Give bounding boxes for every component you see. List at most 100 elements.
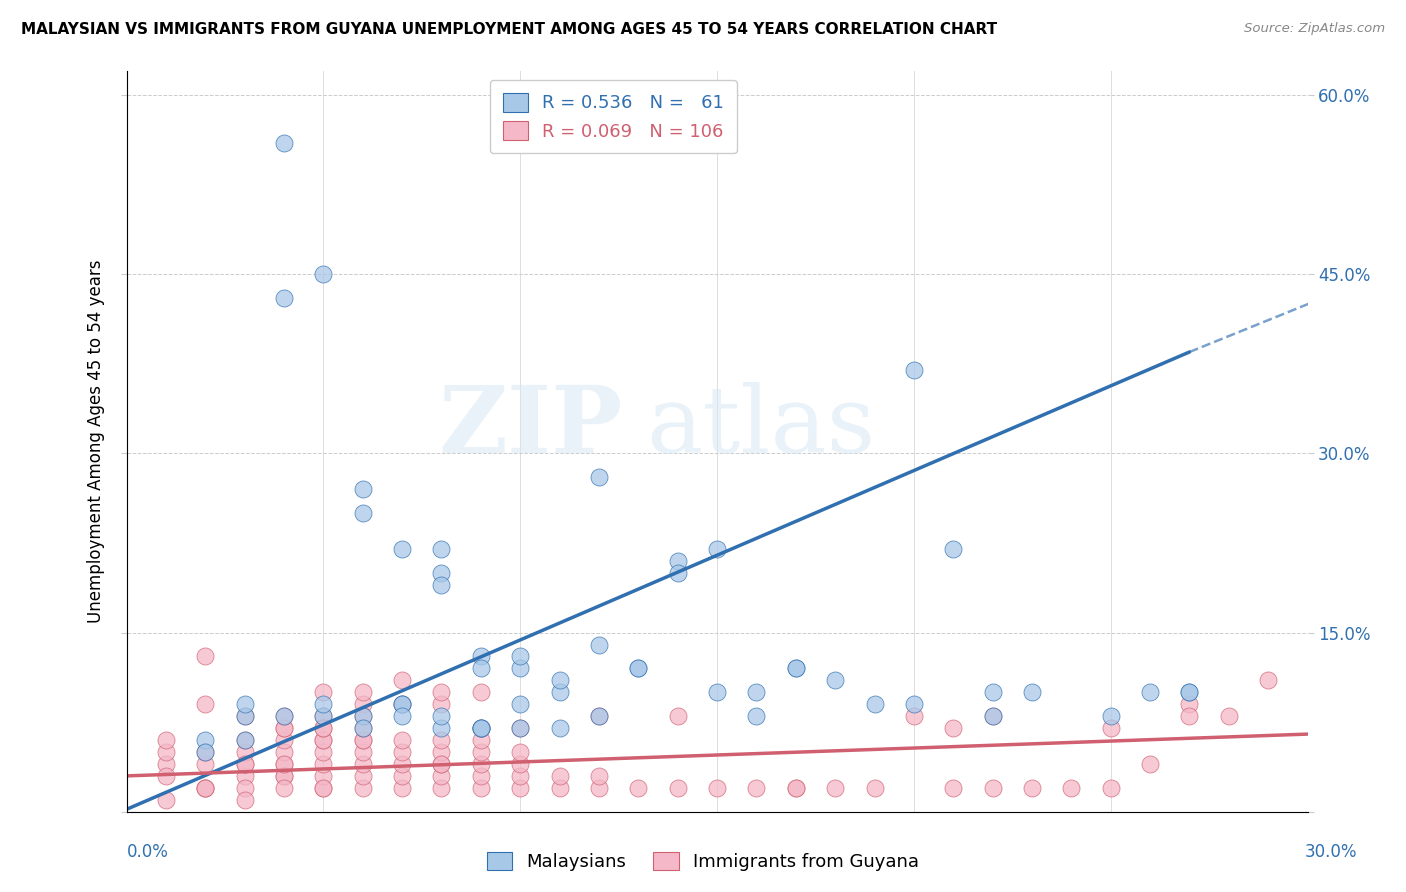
Point <box>666 709 689 723</box>
Point <box>352 733 374 747</box>
Point <box>312 268 335 282</box>
Point <box>470 733 492 747</box>
Point <box>273 756 295 771</box>
Y-axis label: Unemployment Among Ages 45 to 54 years: Unemployment Among Ages 45 to 54 years <box>87 260 105 624</box>
Point <box>430 566 453 580</box>
Point <box>194 745 217 759</box>
Point <box>1178 685 1201 699</box>
Point <box>273 136 295 150</box>
Point <box>430 721 453 735</box>
Point <box>312 745 335 759</box>
Point <box>312 780 335 795</box>
Point <box>233 745 256 759</box>
Point <box>588 638 610 652</box>
Point <box>194 649 217 664</box>
Point <box>194 780 217 795</box>
Point <box>155 756 177 771</box>
Point <box>627 780 650 795</box>
Point <box>509 698 531 712</box>
Point <box>233 793 256 807</box>
Point <box>352 780 374 795</box>
Point <box>312 756 335 771</box>
Point <box>824 673 846 688</box>
Point <box>352 698 374 712</box>
Point <box>942 721 965 735</box>
Point <box>430 541 453 556</box>
Point <box>155 745 177 759</box>
Point <box>1099 780 1122 795</box>
Point <box>391 756 413 771</box>
Text: MALAYSIAN VS IMMIGRANTS FROM GUYANA UNEMPLOYMENT AMONG AGES 45 TO 54 YEARS CORRE: MALAYSIAN VS IMMIGRANTS FROM GUYANA UNEM… <box>21 22 997 37</box>
Point <box>352 733 374 747</box>
Point <box>312 698 335 712</box>
Point <box>391 698 413 712</box>
Point <box>430 745 453 759</box>
Point <box>509 661 531 675</box>
Point <box>391 541 413 556</box>
Point <box>706 685 728 699</box>
Text: ZIP: ZIP <box>439 382 623 472</box>
Point <box>430 709 453 723</box>
Point <box>312 709 335 723</box>
Point <box>942 541 965 556</box>
Point <box>273 721 295 735</box>
Point <box>1060 780 1083 795</box>
Point <box>312 721 335 735</box>
Point <box>1099 709 1122 723</box>
Point <box>785 780 807 795</box>
Legend: Malaysians, Immigrants from Guyana: Malaysians, Immigrants from Guyana <box>479 845 927 879</box>
Point <box>548 769 571 783</box>
Point <box>1139 756 1161 771</box>
Point <box>981 709 1004 723</box>
Point <box>352 745 374 759</box>
Point <box>470 721 492 735</box>
Point <box>352 721 374 735</box>
Point <box>548 780 571 795</box>
Point <box>194 733 217 747</box>
Point <box>391 673 413 688</box>
Point <box>352 756 374 771</box>
Point <box>509 780 531 795</box>
Legend: R = 0.536   N =   61, R = 0.069   N = 106: R = 0.536 N = 61, R = 0.069 N = 106 <box>489 80 737 153</box>
Point <box>430 698 453 712</box>
Point <box>470 745 492 759</box>
Point <box>430 780 453 795</box>
Point <box>1257 673 1279 688</box>
Text: atlas: atlas <box>647 382 876 472</box>
Point <box>981 685 1004 699</box>
Point <box>233 756 256 771</box>
Point <box>903 698 925 712</box>
Point <box>666 554 689 568</box>
Point <box>863 780 886 795</box>
Point <box>155 733 177 747</box>
Point <box>903 363 925 377</box>
Point <box>312 685 335 699</box>
Point <box>509 649 531 664</box>
Point <box>233 709 256 723</box>
Point <box>391 698 413 712</box>
Point <box>273 745 295 759</box>
Point <box>391 709 413 723</box>
Point <box>391 698 413 712</box>
Point <box>430 733 453 747</box>
Point <box>509 721 531 735</box>
Point <box>1099 721 1122 735</box>
Point <box>470 685 492 699</box>
Point <box>273 769 295 783</box>
Point <box>588 709 610 723</box>
Point <box>666 566 689 580</box>
Point <box>430 578 453 592</box>
Point <box>470 721 492 735</box>
Point <box>273 709 295 723</box>
Point <box>312 780 335 795</box>
Point <box>470 721 492 735</box>
Point <box>352 721 374 735</box>
Point <box>430 685 453 699</box>
Point <box>273 780 295 795</box>
Point <box>745 709 768 723</box>
Point <box>312 709 335 723</box>
Point <box>233 756 256 771</box>
Point <box>1178 709 1201 723</box>
Point <box>627 661 650 675</box>
Point <box>391 780 413 795</box>
